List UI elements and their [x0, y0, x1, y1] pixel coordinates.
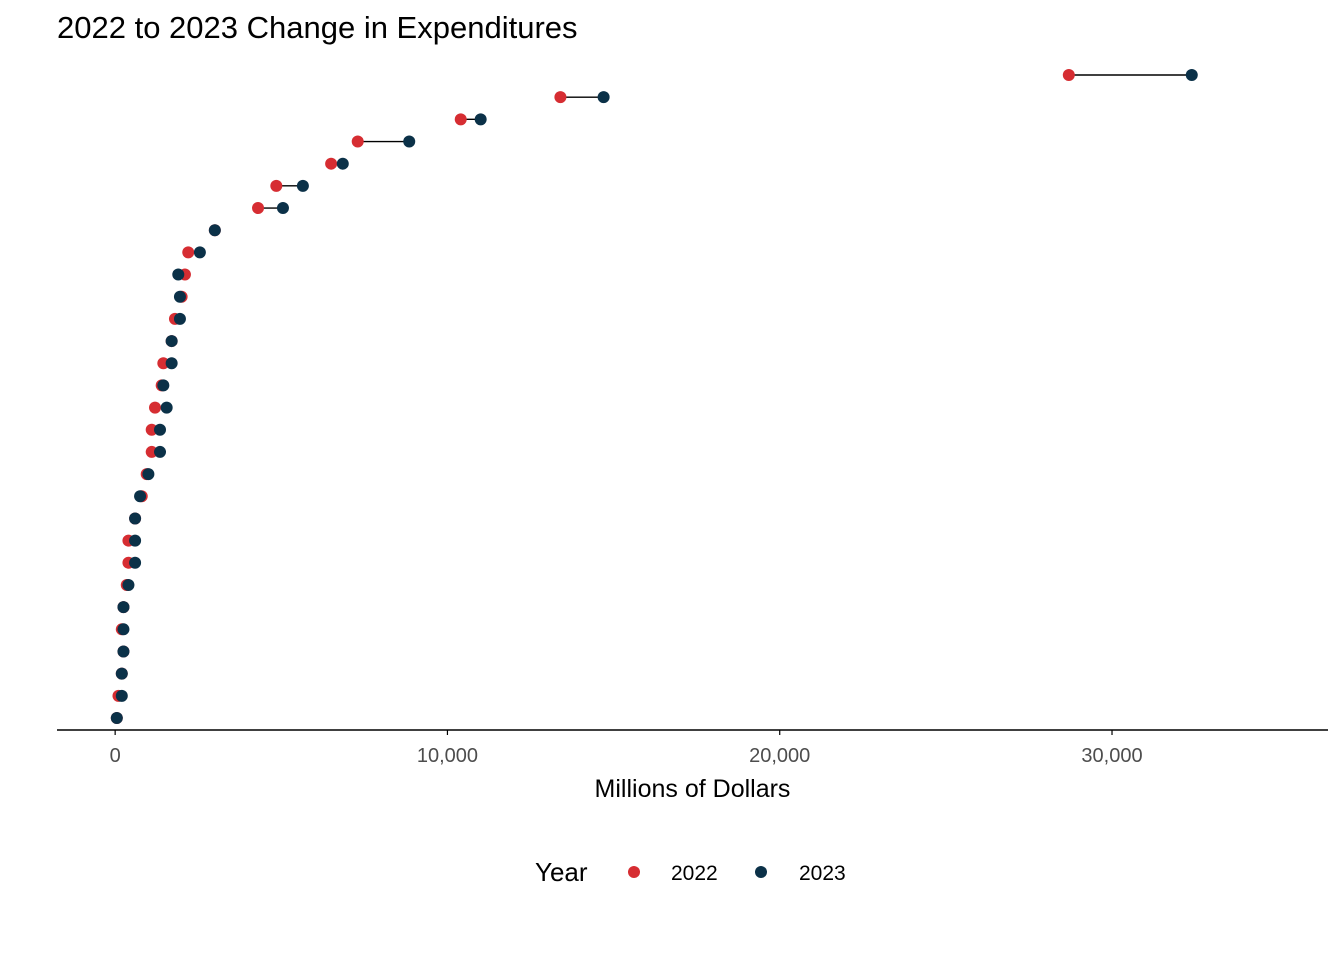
- point-2023: [117, 645, 130, 658]
- point-2022: [252, 202, 265, 215]
- point-2023: [165, 357, 178, 370]
- point-2022: [351, 135, 364, 148]
- point-2022: [182, 246, 195, 259]
- point-2023: [172, 268, 185, 281]
- point-2023: [117, 601, 130, 614]
- point-2023: [154, 445, 167, 458]
- point-2023: [336, 157, 349, 170]
- point-2022: [454, 113, 467, 126]
- point-2023: [193, 246, 206, 259]
- point-2023: [173, 290, 186, 303]
- point-2023: [129, 556, 142, 569]
- x-tick-label: 20,000: [749, 745, 810, 767]
- x-tick-label: 0: [110, 745, 121, 767]
- point-2022: [554, 91, 567, 104]
- point-2023: [115, 689, 128, 702]
- point-2023: [597, 91, 610, 104]
- point-2022: [145, 445, 158, 458]
- point-2023: [110, 712, 123, 724]
- legend-label-2022: 2022: [671, 862, 718, 885]
- point-2023: [474, 113, 487, 126]
- point-2023: [129, 534, 142, 547]
- point-2022: [145, 423, 158, 436]
- point-2023: [154, 423, 167, 436]
- x-tick-label: 10,000: [417, 745, 478, 767]
- point-2023: [117, 623, 130, 636]
- point-2023: [296, 179, 309, 192]
- point-2022: [270, 179, 283, 192]
- point-2022: [149, 401, 162, 414]
- point-2023: [142, 468, 155, 481]
- x-axis-title: Millions of Dollars: [595, 775, 791, 803]
- chart-title: 2022 to 2023 Change in Expenditures: [57, 10, 578, 45]
- point-2023: [134, 490, 147, 503]
- point-2023: [157, 379, 170, 392]
- x-tick-label: 30,000: [1081, 745, 1142, 767]
- point-2023: [1185, 69, 1198, 81]
- point-2023: [276, 202, 289, 215]
- point-2022: [325, 157, 338, 170]
- point-2022: [157, 357, 170, 370]
- point-2023: [403, 135, 416, 148]
- legend-key-2023: [755, 866, 767, 878]
- point-2023: [129, 512, 142, 525]
- point-2023: [173, 312, 186, 325]
- point-2022: [1062, 69, 1075, 81]
- legend-label-2023: 2023: [799, 862, 846, 885]
- legend-key-2022: [628, 866, 640, 878]
- point-2023: [165, 335, 178, 348]
- point-2023: [160, 401, 173, 414]
- point-2023: [208, 224, 221, 237]
- point-2023: [115, 667, 128, 680]
- legend-title: Year: [535, 857, 588, 887]
- point-2023: [122, 578, 135, 591]
